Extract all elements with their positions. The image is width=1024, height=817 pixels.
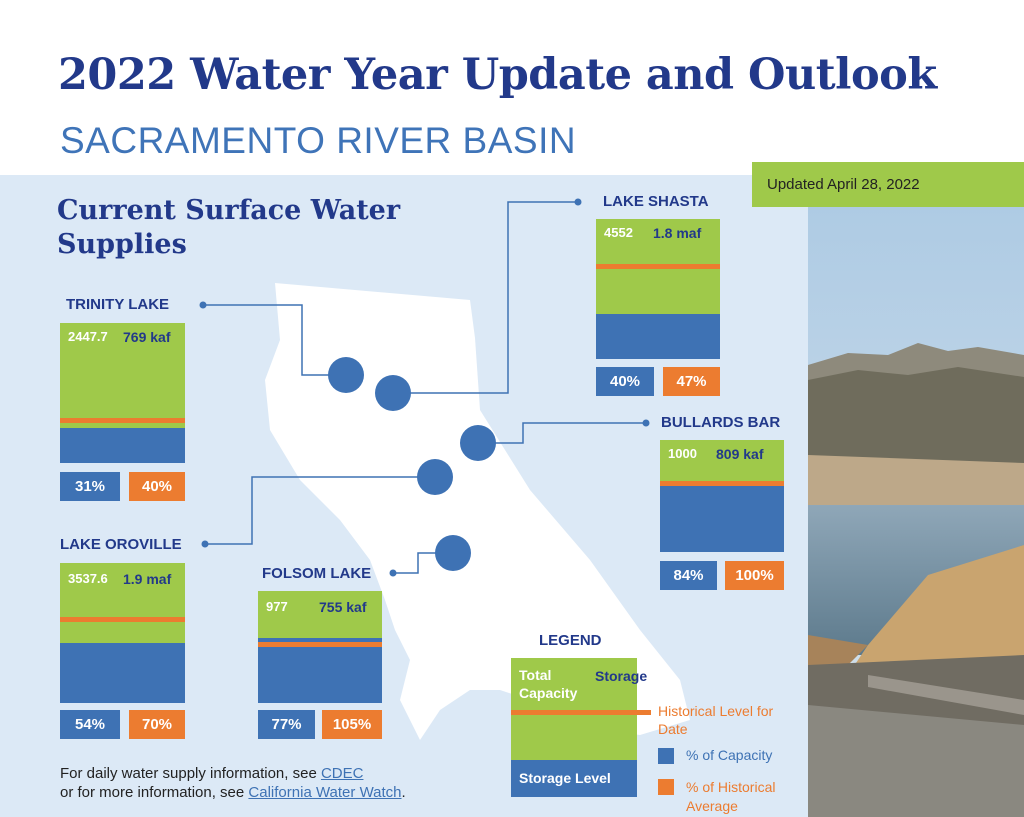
folsom-storage: 755 kaf (319, 599, 367, 615)
shasta-bar: 4552 1.8 maf (596, 219, 720, 359)
lake-photo (808, 205, 1024, 817)
legend-storage-level-fill (511, 760, 637, 797)
legend-total-capacity-fill (511, 658, 637, 760)
updated-date-text: Updated April 28, 2022 (767, 176, 920, 193)
folsom-pct-historical: 105% (322, 710, 382, 739)
trinity-total-capacity: 2447.7 (68, 329, 108, 344)
storage-level-fill (60, 643, 185, 703)
legend-title: LEGEND (539, 632, 602, 649)
oroville-pct-capacity: 54% (60, 710, 120, 739)
cdec-link[interactable]: CDEC (320, 765, 364, 782)
oroville-storage: 1.9 maf (123, 571, 172, 587)
footer-line1-text: For daily water supply information, see (60, 765, 321, 782)
california-map (199, 198, 690, 740)
bullards-reservoir-dot (460, 425, 496, 461)
historical-level-marker (60, 418, 185, 423)
shasta-pct-historical: 47% (663, 367, 720, 396)
section-title-line2: Supplies (57, 229, 187, 260)
oroville-endpoint (201, 540, 209, 548)
storage-level-fill (60, 428, 185, 463)
california-water-watch-link[interactable]: California Water Watch (248, 784, 402, 801)
oroville-pct-historical: 70% (129, 710, 185, 739)
shasta-storage: 1.8 maf (653, 225, 702, 241)
folsom-label: FOLSOM LAKE (262, 565, 372, 582)
folsom-reservoir-dot (435, 535, 471, 571)
trinity-reservoir-dot (328, 357, 364, 393)
historical-level-marker (596, 264, 720, 269)
folsom-bar: 977 755 kaf (258, 591, 382, 703)
shasta-endpoint (574, 198, 582, 206)
legend-pct-capacity-label: % of Capacity (686, 747, 773, 763)
page-subtitle: SACRAMENTO RIVER BASIN (60, 120, 577, 161)
bullards-pct-capacity: 84% (660, 561, 717, 590)
section-title-line1: Current Surface Water (57, 195, 401, 226)
trinity-label: TRINITY LAKE (66, 296, 170, 313)
shasta-label: LAKE SHASTA (603, 193, 709, 210)
bullards-total-capacity: 1000 (668, 446, 697, 461)
storage-level-fill (258, 638, 382, 703)
leader-line-trinity (203, 304, 346, 376)
legend-historical-level-label: Historical Level for Date (658, 703, 774, 737)
oroville-label: LAKE OROVILLE (60, 536, 182, 553)
legend-pct-capacity-swatch (658, 748, 674, 764)
footer-line2-text: or for more information, see (60, 784, 249, 801)
trinity-endpoint (199, 301, 207, 309)
trinity-bar: 2447.7 769 kaf (60, 323, 185, 463)
oroville-total-capacity: 3537.6 (68, 571, 108, 586)
footer-line-2: or for more information, see California … (60, 783, 406, 802)
bullards-bar: 1000 809 kaf (660, 440, 784, 552)
trinity-storage: 769 kaf (123, 329, 171, 345)
shasta-total-capacity: 4552 (604, 225, 633, 240)
storage-level-fill (596, 314, 720, 359)
california-silhouette (265, 283, 690, 740)
footer-line-1: For daily water supply information, see … (60, 764, 406, 783)
trinity-pct-historical: 40% (129, 472, 185, 501)
bullards-endpoint (642, 419, 650, 427)
leader-line-shasta (393, 201, 578, 394)
bullards-storage: 809 kaf (716, 446, 764, 462)
historical-level-marker (660, 481, 784, 486)
oroville-reservoir-dot (417, 459, 453, 495)
footer-note: For daily water supply information, see … (60, 764, 406, 802)
shasta-reservoir-dot (375, 375, 411, 411)
historical-level-marker (258, 642, 382, 647)
oroville-bar: 3537.6 1.9 maf (60, 563, 185, 703)
legend-pct-historical-swatch (658, 779, 674, 795)
storage-level-fill (660, 481, 784, 552)
leader-line-oroville (205, 476, 435, 545)
bullards-label: BULLARDS BAR (661, 414, 781, 431)
trinity-pct-capacity: 31% (60, 472, 120, 501)
shasta-pct-capacity: 40% (596, 367, 654, 396)
leader-line-bullards (478, 422, 646, 444)
legend-total-capacity-label: Total Capacity (519, 667, 578, 701)
footer-line2-suffix: . (401, 784, 406, 801)
folsom-total-capacity: 977 (266, 599, 288, 614)
historical-level-marker (60, 617, 185, 622)
lake-photo-illustration (808, 205, 1024, 817)
page-title: 2022 Water Year Update and Outlook (58, 50, 937, 100)
folsom-endpoint (389, 569, 397, 577)
legend-storage-level-label: Storage Level (519, 770, 611, 786)
folsom-pct-capacity: 77% (258, 710, 315, 739)
updated-date-banner: Updated April 28, 2022 (752, 162, 1024, 207)
legend-sample-bar: Total Capacity Storage Storage Level (511, 658, 651, 797)
legend-pct-historical-label: % of Historical Average (686, 779, 776, 814)
section-title: Current Surface Water Supplies (57, 194, 400, 262)
bullards-pct-historical: 100% (725, 561, 784, 590)
legend-historical-marker (511, 710, 651, 715)
legend-storage-label: Storage (595, 668, 648, 684)
